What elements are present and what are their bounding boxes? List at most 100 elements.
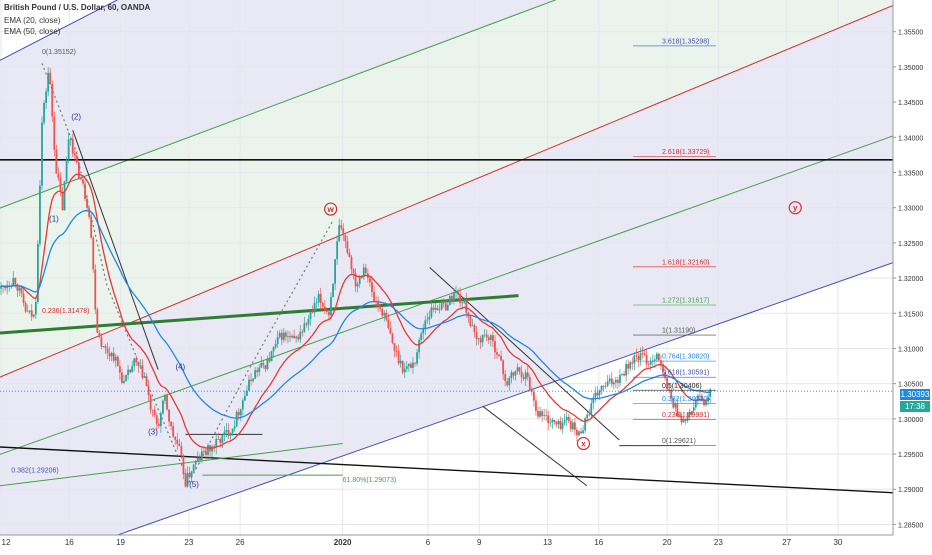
- wave-label: (5): [189, 480, 199, 489]
- candle-body: [221, 434, 224, 443]
- candle-body: [658, 353, 660, 361]
- candle-body: [522, 377, 525, 380]
- ema20-legend: EMA (20, close): [4, 16, 61, 25]
- candle-body: [645, 354, 648, 364]
- candle: [159, 411, 162, 433]
- candle-body: [442, 301, 445, 304]
- candle: [547, 410, 550, 431]
- candle-body: [512, 372, 515, 376]
- candle-body: [127, 369, 129, 375]
- candle: [377, 296, 380, 312]
- candle-body: [662, 364, 664, 372]
- candle-body: [393, 343, 396, 351]
- candle-body: [330, 297, 332, 316]
- candle-body: [26, 311, 29, 313]
- candle-body: [485, 334, 488, 338]
- x-tick-label: 12: [2, 538, 11, 547]
- candle-body: [416, 352, 418, 364]
- candle-body: [446, 305, 449, 311]
- wave-label: w: [327, 205, 335, 214]
- candle: [254, 367, 257, 380]
- candle-body: [223, 431, 226, 435]
- candle: [260, 356, 263, 368]
- wave-label: (1): [49, 215, 59, 224]
- candle: [434, 302, 437, 314]
- y-tick-label: 1.29000: [898, 487, 923, 494]
- candle-body: [323, 306, 326, 311]
- candle: [379, 303, 382, 312]
- candle-body: [535, 400, 537, 411]
- candle-body: [405, 366, 408, 369]
- candle: [233, 420, 236, 432]
- candle: [541, 409, 543, 422]
- candle: [180, 441, 183, 459]
- candle-body: [660, 360, 662, 365]
- candle: [614, 376, 617, 389]
- wedge-line-1: [72, 130, 159, 370]
- candle: [18, 285, 21, 297]
- candle: [250, 372, 252, 386]
- candle-body: [602, 385, 605, 387]
- candle-body: [194, 461, 197, 465]
- candle-body: [451, 296, 453, 302]
- candle-body: [578, 431, 580, 436]
- green-short-line: [0, 442, 343, 487]
- candle: [0, 281, 2, 295]
- candle: [448, 295, 451, 306]
- candle: [592, 393, 595, 409]
- candle: [221, 434, 224, 448]
- candle: [139, 359, 142, 369]
- candle-body: [104, 346, 107, 349]
- candle: [239, 408, 242, 422]
- candle-body: [686, 412, 689, 421]
- candle: [573, 418, 576, 436]
- candle: [223, 426, 226, 442]
- candle: [147, 380, 150, 401]
- y-tick-label: 1.35500: [898, 30, 923, 37]
- candle: [313, 296, 316, 317]
- y-tick-label: 1.30500: [898, 382, 923, 389]
- candle: [440, 298, 443, 311]
- candle: [475, 326, 478, 346]
- candle: [178, 438, 181, 447]
- candle-body: [180, 446, 183, 456]
- candle: [94, 264, 97, 314]
- candle: [500, 350, 503, 362]
- candle-body: [699, 395, 701, 397]
- candle: [485, 329, 488, 342]
- candle: [506, 377, 509, 387]
- time-axis-bg: [0, 535, 932, 550]
- y-tick-label: 1.34500: [898, 100, 923, 107]
- candle-body: [350, 257, 353, 270]
- candle-body: [510, 372, 513, 378]
- candle-body: [537, 410, 539, 417]
- candle-body: [0, 286, 2, 289]
- candle-body: [557, 420, 560, 425]
- candle-body: [481, 335, 484, 343]
- candle-body: [352, 269, 355, 274]
- candle-body: [545, 415, 548, 417]
- ema50-line: [0, 209, 711, 419]
- candle-body: [166, 394, 168, 410]
- candle-body: [307, 318, 310, 325]
- candle-body: [186, 472, 189, 487]
- candle: [55, 144, 58, 174]
- channel-blue-lower: [59, 260, 898, 555]
- candle-body: [41, 122, 43, 186]
- candle-body: [612, 382, 615, 385]
- candle: [311, 305, 314, 314]
- candle-body: [397, 351, 400, 364]
- candle-body: [428, 316, 431, 320]
- candle: [426, 312, 429, 325]
- candle: [88, 206, 91, 220]
- candle-body: [151, 409, 154, 411]
- candle-body: [619, 375, 621, 383]
- candle: [565, 412, 568, 426]
- candle: [118, 360, 121, 380]
- candle: [522, 373, 525, 381]
- candle: [535, 396, 537, 416]
- candle: [459, 287, 462, 308]
- candle-body: [297, 336, 300, 340]
- candle: [608, 374, 611, 384]
